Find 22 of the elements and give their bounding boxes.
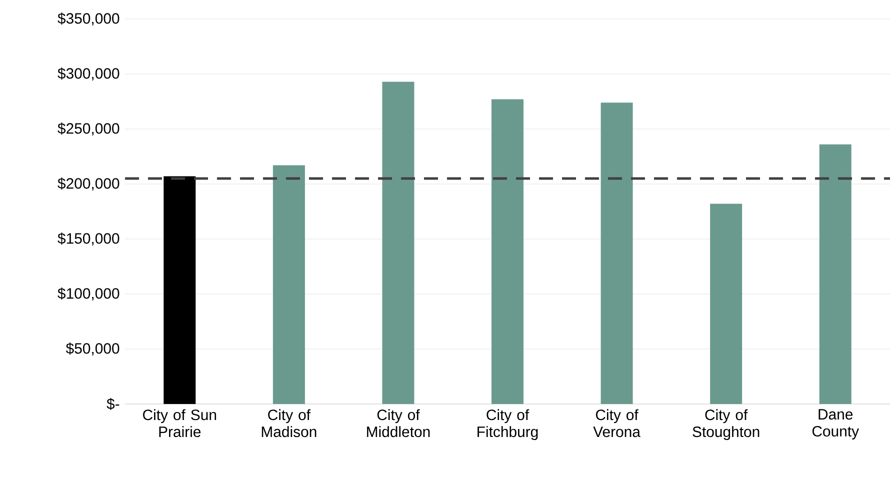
- y-tick-label: $50,000: [66, 342, 120, 356]
- y-tick-label: $300,000: [58, 68, 120, 80]
- bar: [382, 82, 414, 404]
- x-tick-label: City of Verona: [593, 409, 640, 438]
- x-tick-label: City of Fitchburg: [478, 409, 538, 440]
- bar: [492, 99, 524, 404]
- x-tick-label: City of Middleton: [367, 409, 430, 438]
- y-tick-label: $350,000: [58, 12, 120, 26]
- bar: [600, 102, 633, 404]
- y-tick-label: $200,000: [58, 178, 120, 190]
- y-tick-label: $100,000: [58, 288, 120, 300]
- bar: [819, 144, 852, 404]
- y-tick-label: $150,000: [58, 232, 120, 246]
- x-tick-label: Dane County: [812, 409, 859, 440]
- x-tick-label: City of Sun Prairie: [143, 409, 216, 438]
- bar: [164, 176, 196, 404]
- x-tick-label: City of Stoughton: [692, 409, 760, 440]
- x-tick-label: City of Madison: [262, 409, 316, 438]
- y-tick-label: $250,000: [58, 122, 120, 136]
- bar: [710, 204, 742, 404]
- y-tick-label: $-: [106, 398, 120, 410]
- bar: [272, 165, 305, 404]
